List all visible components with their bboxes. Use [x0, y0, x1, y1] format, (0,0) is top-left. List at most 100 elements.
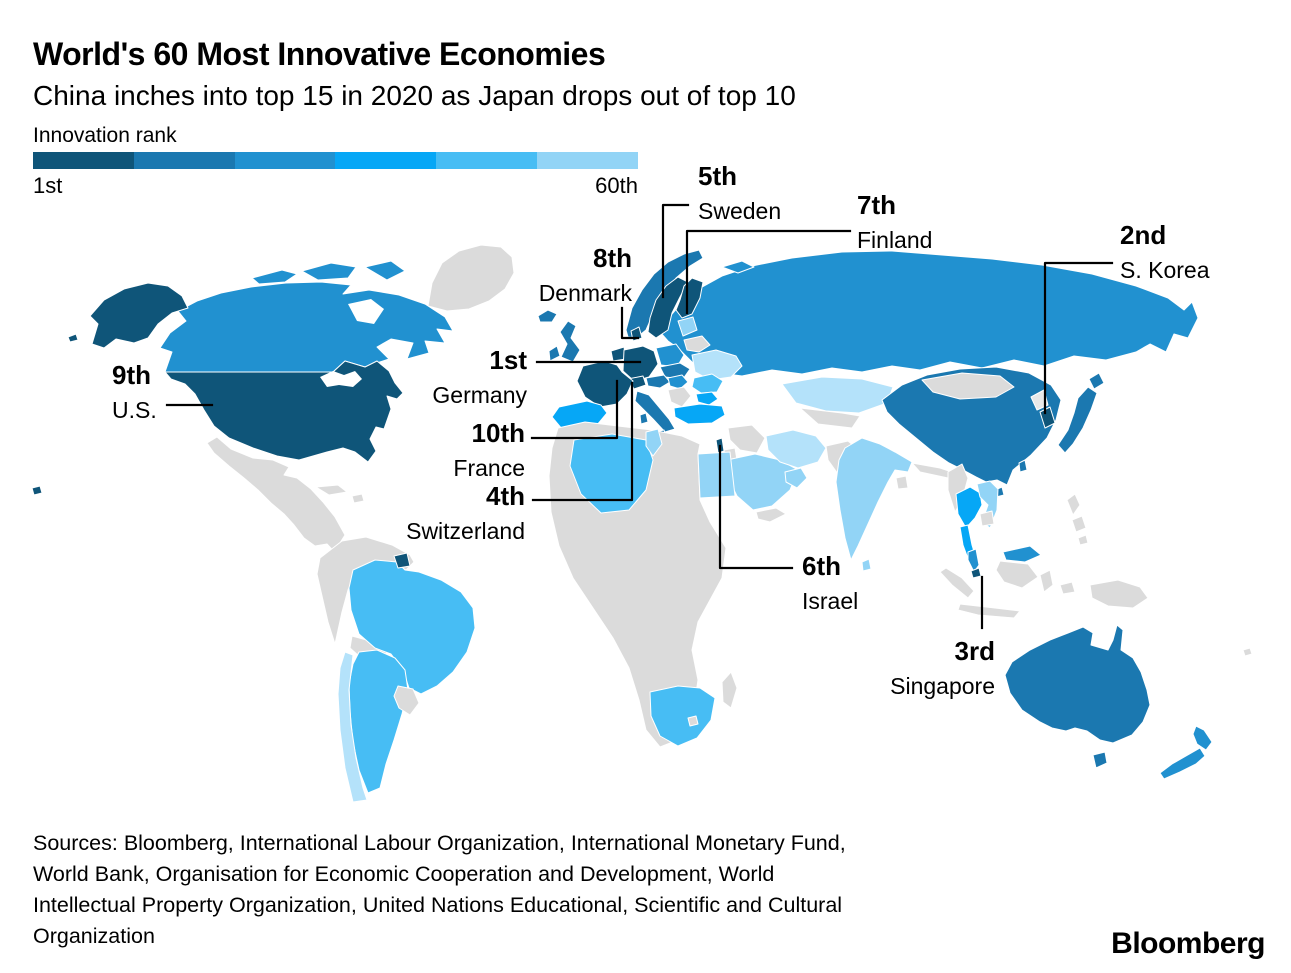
legend-swatch-6	[537, 152, 638, 169]
legend-max-label: 60th	[595, 173, 638, 198]
country-madagascar	[721, 671, 738, 709]
country-hispaniola	[351, 493, 365, 504]
country-thailand	[955, 486, 983, 529]
island-maluku	[1059, 581, 1076, 595]
country-uk	[559, 320, 581, 363]
island-hokkaido	[1088, 372, 1105, 390]
country-russia	[659, 250, 1199, 377]
country-us	[164, 360, 404, 463]
region-baltics	[677, 316, 698, 337]
country-mongolia	[921, 372, 1015, 400]
country-greenland	[427, 244, 515, 312]
country-paraguay-uruguay	[393, 685, 420, 716]
callout-us-country: U.S.	[112, 397, 157, 423]
country-uae-oman	[784, 467, 808, 489]
sources-line-4: Organization	[33, 924, 155, 948]
callout-sweden-country: Sweden	[698, 198, 782, 224]
country-japan	[1057, 386, 1098, 454]
region-syria-iraq	[727, 424, 766, 454]
country-germany	[622, 345, 659, 382]
country-north-korea	[1030, 389, 1049, 411]
callout-israel-country: Israel	[802, 588, 859, 614]
bloomberg-logo: Bloomberg	[1111, 927, 1265, 960]
island-sumatra	[939, 567, 975, 599]
country-south-africa	[649, 685, 716, 747]
country-austria	[645, 374, 671, 389]
country-sri-lanka	[861, 558, 872, 572]
country-turkey	[673, 403, 726, 425]
territory-french-guiana	[393, 552, 411, 569]
country-bulgaria	[695, 391, 719, 406]
country-ukraine	[691, 349, 743, 381]
callout-france-rank: 10th	[471, 418, 525, 448]
country-hungary	[667, 374, 689, 390]
country-poland	[655, 343, 685, 368]
leader-korea	[1043, 261, 1114, 415]
callout-france-country: France	[453, 455, 525, 481]
island-tasmania	[1092, 751, 1108, 769]
country-taiwan	[1018, 459, 1028, 473]
callout-finland-country: Finland	[857, 227, 933, 253]
country-canada-arctic-3	[364, 260, 406, 281]
country-brazil	[348, 559, 476, 695]
leader-israel	[718, 444, 794, 570]
hudson-bay	[348, 299, 384, 324]
leader-sweden	[661, 203, 690, 299]
callout-korea: 2nd S. Korea	[1120, 222, 1210, 282]
legend-swatch-5	[436, 152, 538, 169]
legend-color-bar	[33, 152, 638, 169]
page-title: World's 60 Most Innovative Economies	[33, 36, 606, 72]
region-balkans	[667, 386, 692, 408]
callout-finland-rank: 7th	[857, 190, 896, 220]
callout-switzerland: 4th Switzerland	[325, 483, 525, 543]
callout-singapore-country: Singapore	[890, 673, 995, 699]
sources-line-3: Intellectual Property Organization, Unit…	[33, 893, 843, 917]
great-lakes	[320, 371, 362, 387]
island-sulawesi	[1039, 569, 1054, 593]
callout-singapore: 3rd Singapore	[795, 638, 995, 698]
legend-swatch-4	[335, 152, 437, 169]
callout-sweden-rank: 5th	[698, 161, 737, 191]
callout-denmark-country: Denmark	[538, 280, 632, 306]
country-romania	[691, 373, 724, 394]
country-tunisia	[645, 428, 663, 457]
legend-swatch-3	[234, 152, 336, 169]
callout-denmark: 8th Denmark	[432, 245, 632, 305]
country-us-alaska	[89, 282, 189, 349]
country-egypt	[697, 451, 736, 499]
island-borneo	[995, 560, 1039, 589]
country-belarus	[683, 335, 711, 353]
country-yemen	[755, 507, 787, 523]
country-south-korea	[1039, 406, 1056, 429]
country-lesotho	[687, 715, 699, 727]
country-china	[881, 366, 1062, 486]
country-cambodia	[979, 510, 995, 527]
country-us-hawaii	[31, 485, 43, 496]
callout-denmark-rank: 8th	[593, 243, 632, 273]
callout-israel-rank: 6th	[802, 551, 841, 581]
country-iran	[765, 429, 827, 469]
country-chile	[337, 651, 368, 803]
country-kazakhstan	[781, 376, 894, 414]
callout-us-rank: 9th	[112, 360, 151, 390]
callout-sweden: 5th Sweden	[698, 163, 781, 223]
callout-germany-rank: 1st	[489, 345, 527, 375]
callout-korea-rank: 2nd	[1120, 220, 1167, 250]
legend-swatch-1	[33, 152, 134, 169]
sources-line-1: Sources: Bloomberg, International Labour…	[33, 831, 846, 855]
sources-line-2: World Bank, Organisation for Economic Co…	[33, 862, 775, 886]
leader-france	[530, 379, 619, 440]
country-ireland	[548, 345, 561, 362]
callout-france: 10th France	[325, 420, 525, 480]
callout-germany-country: Germany	[432, 382, 527, 408]
island-java	[957, 603, 1021, 619]
country-france	[576, 360, 634, 408]
callout-finland: 7th Finland	[857, 192, 932, 252]
country-canada-arctic-1	[251, 269, 298, 285]
country-australia	[1004, 624, 1151, 744]
country-malaysia-borneo	[1002, 545, 1042, 563]
country-philippines-2	[1071, 515, 1087, 533]
black-sea	[720, 392, 762, 407]
leader-denmark	[620, 306, 640, 340]
